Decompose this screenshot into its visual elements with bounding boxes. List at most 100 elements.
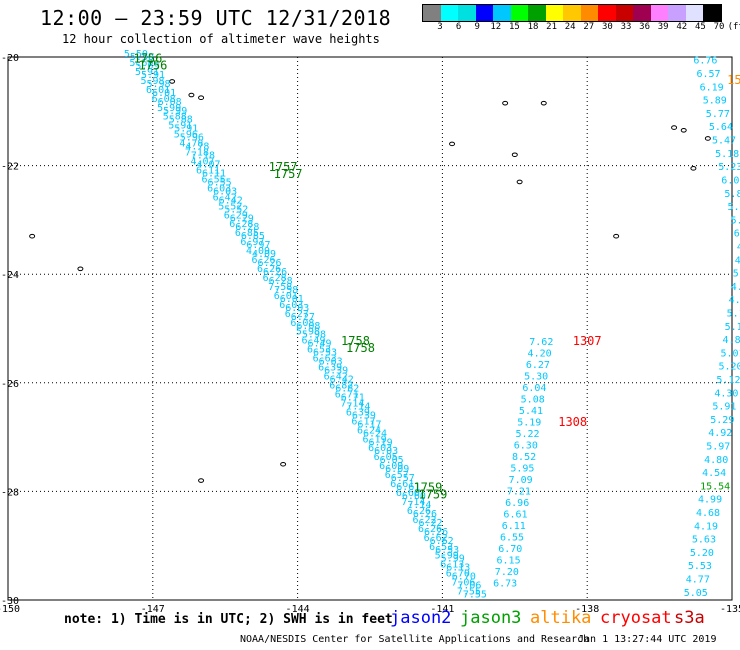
swh-value: 5.29: [710, 415, 734, 426]
legend-altika: altika: [530, 608, 592, 628]
colorbar-swatch: [545, 5, 563, 21]
swh-value: 5.77: [706, 109, 730, 120]
lat-tick-label: -20: [1, 53, 19, 64]
swh-value: 6.24: [363, 428, 387, 439]
swh-value: 7.21: [507, 486, 531, 497]
swh-value: 6.42: [330, 375, 354, 386]
swh-value: 6.15: [497, 555, 521, 566]
swh-value: 6.53: [429, 542, 453, 553]
swh-value: 5.98: [302, 330, 326, 341]
colorbar-label: 39: [657, 22, 669, 32]
island-outline: [613, 233, 620, 239]
swh-value: 6.22: [418, 518, 442, 529]
swh-value: 5.96: [180, 133, 204, 144]
swh-value: 6.85: [241, 231, 265, 242]
swh-value: 5.67: [728, 202, 740, 213]
swh-value: 6.28: [269, 276, 293, 287]
swh-value: 7.14: [340, 398, 364, 409]
swh-value: 4.09: [252, 249, 276, 260]
swh-value: 6.03: [368, 443, 392, 454]
swh-value: 5.41: [519, 406, 543, 417]
swh-value: 6.39: [318, 363, 342, 374]
colorbar-swatch: [650, 5, 668, 21]
swh-value: 5.91: [174, 124, 198, 135]
colorbar-swatch: [703, 5, 721, 21]
swh-value: 5.63: [692, 535, 716, 546]
lon-tick-label: -138: [575, 604, 599, 615]
colorbar-label: 6: [455, 22, 462, 32]
swh-value: 6.13: [440, 560, 464, 571]
island-outline: [502, 100, 509, 106]
swh-value: 6.63: [319, 357, 343, 368]
colorbar-label: 18: [527, 22, 539, 32]
swh-value: 4.80: [723, 335, 740, 346]
swh-value: 5.88: [163, 112, 187, 123]
swh-value: 6.96: [505, 498, 529, 509]
island-outline: [449, 141, 456, 147]
pass-time-label: 1759: [418, 487, 447, 501]
swh-value: 8.52: [512, 452, 536, 463]
lat-tick-label: -24: [1, 270, 19, 281]
swh-value: 6.60: [402, 491, 426, 502]
island-outline: [671, 125, 678, 130]
colorbar-swatch: [668, 5, 686, 21]
colorbar: [422, 4, 722, 22]
swh-value: 6.76: [693, 56, 717, 67]
swh-value: 6.03: [285, 303, 309, 314]
swh-value: 6.39: [352, 410, 376, 421]
swh-value: 6.30: [514, 440, 538, 451]
swh-value: 5.98: [296, 327, 320, 338]
swh-value: 6.17: [351, 416, 375, 427]
legend-cryosat: cryosat: [600, 608, 672, 628]
swh-value: 6.03: [207, 183, 231, 194]
swh-value: 6.49: [307, 339, 331, 350]
island-outline: [511, 152, 518, 158]
colorbar-label: 30: [601, 22, 613, 32]
colorbar-swatch: [598, 5, 616, 21]
colorbar-label: (ft): [727, 22, 740, 32]
swh-value: 6.26: [252, 255, 276, 266]
colorbar-label: 15: [508, 22, 520, 32]
swh-value: 6.88: [734, 229, 740, 240]
swh-value: 7.58: [268, 282, 292, 293]
swh-value: 5.99: [435, 551, 459, 562]
swh-value: 5.20: [690, 548, 714, 559]
swh-value: 6.82: [335, 384, 359, 395]
swh-value: 6.26: [257, 264, 281, 275]
swh-value: 4.78: [179, 139, 203, 150]
pass-time-label: 1757: [274, 167, 303, 181]
footer-timestamp: Jan 1 13:27:44 UTC 2019: [578, 634, 717, 645]
lon-tick-label: -141: [430, 604, 454, 615]
lon-tick-label: -135: [720, 604, 740, 615]
swh-value: 6.27: [285, 309, 309, 320]
swh-value: 6.57: [696, 69, 720, 80]
swh-value: 7.58: [274, 285, 298, 296]
swh-value: 4.19: [694, 521, 718, 532]
lat-tick-label: -22: [1, 162, 19, 173]
swh-value: 5.97: [706, 442, 730, 453]
swh-value: 6.53: [435, 545, 459, 556]
lon-tick-label: -150: [0, 604, 20, 615]
swh-value: 4.78: [185, 142, 209, 153]
swh-value: 4.07: [190, 157, 214, 168]
legend-jason2: jason2: [390, 608, 452, 628]
swh-value: 6.17: [357, 419, 381, 430]
swh-value: 5.23: [718, 162, 740, 173]
swh-value: 5.12: [716, 375, 740, 386]
swh-value: 6.62: [424, 533, 448, 544]
swh-value: 7.06: [457, 581, 481, 592]
island-outline: [690, 166, 697, 171]
swh-value: 6.53: [307, 345, 331, 356]
swh-value: 5.91: [141, 70, 165, 81]
swh-value: 6.03: [213, 186, 237, 197]
swh-value: 5.20: [718, 362, 740, 373]
swh-value: 4.54: [702, 468, 726, 479]
swh-value: 7.18: [191, 151, 215, 162]
swh-value: 5.69: [135, 61, 159, 72]
swh-value: 6.01: [274, 291, 298, 302]
swh-value: 5.10: [725, 322, 740, 333]
swh-value: 6.19: [700, 82, 724, 93]
